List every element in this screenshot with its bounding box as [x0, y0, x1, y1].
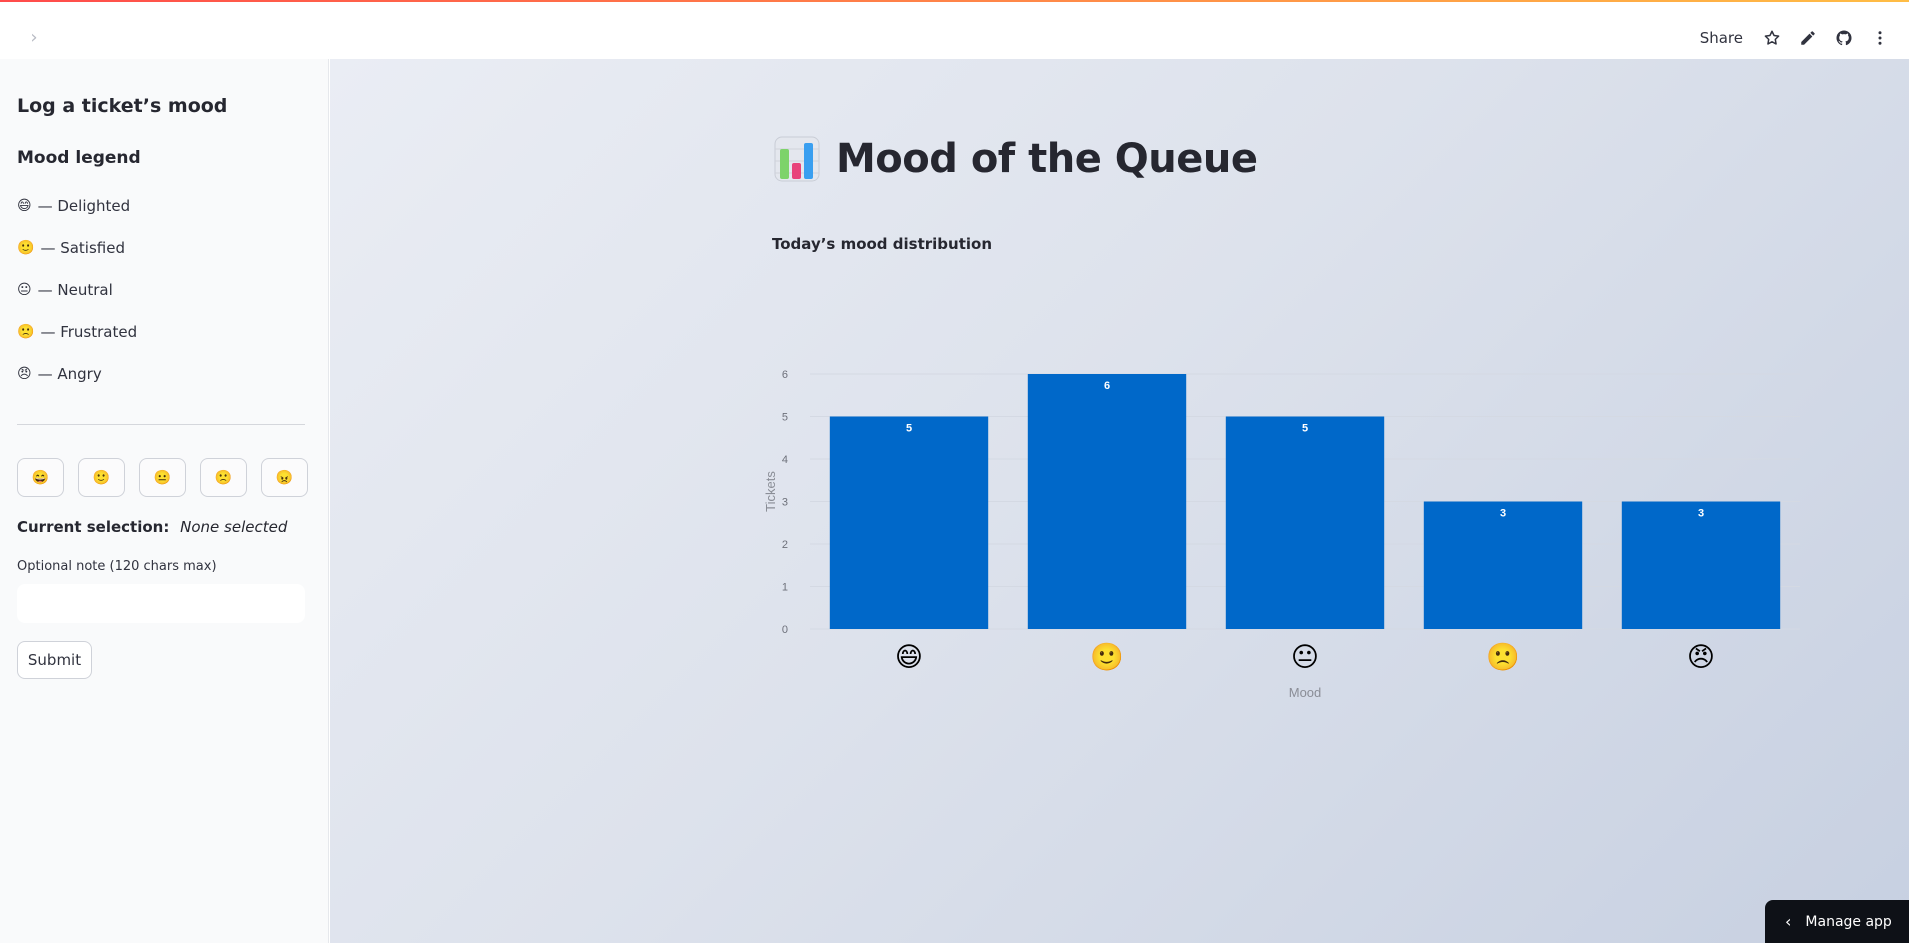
- chart-bar: [829, 416, 989, 629]
- y-tick-label: 4: [782, 454, 788, 466]
- legend-label: — Frustrated: [40, 323, 138, 341]
- bar-data-label: 6: [1104, 380, 1110, 392]
- y-tick-label: 2: [782, 539, 788, 551]
- main-content: Mood of the Queue Today’s mood distribut…: [330, 59, 1909, 943]
- legend-item-frustrated: 🙁 — Frustrated: [17, 311, 137, 353]
- bar-data-label: 3: [1698, 508, 1704, 520]
- current-selection-value: None selected: [180, 518, 288, 536]
- angry-emoji-icon: 😠: [17, 366, 32, 382]
- chart-bar: [1225, 416, 1385, 629]
- mood-legend-list: 😄 — Delighted 🙂 — Satisfied 😐 — Neutral …: [17, 185, 137, 395]
- current-selection: Current selection: None selected: [17, 518, 287, 536]
- chart-bar: [1027, 374, 1187, 629]
- chart-bars: [829, 374, 1781, 629]
- page-title-text: Mood of the Queue: [836, 136, 1258, 182]
- x-axis-title: Mood: [1289, 685, 1322, 699]
- mood-legend-title: Mood legend: [17, 148, 141, 168]
- bar-data-label: 5: [906, 423, 912, 435]
- more-vertical-icon[interactable]: [1869, 27, 1891, 49]
- x-axis-ticks: 😄 🙂 😐 🙁 😠: [895, 642, 1715, 673]
- header-actions: Share: [1700, 24, 1891, 52]
- legend-label: — Neutral: [37, 281, 113, 299]
- submit-button[interactable]: Submit: [17, 641, 92, 679]
- sidebar-title: Log a ticket’s mood: [17, 95, 228, 117]
- legend-item-angry: 😠 — Angry: [17, 353, 137, 395]
- x-tick-label: 😠: [1687, 642, 1715, 673]
- chart-bar: [1621, 501, 1781, 629]
- bar-data-label: 3: [1500, 508, 1506, 520]
- y-axis-title: Tickets: [763, 471, 778, 512]
- y-tick-label: 1: [782, 582, 788, 594]
- chart-subtitle: Today’s mood distribution: [772, 235, 992, 253]
- mood-button-delighted[interactable]: 😄: [17, 458, 64, 497]
- app-header: › Share: [0, 2, 1909, 59]
- y-axis-ticks: 0 1 2 3 4 5 6: [782, 369, 788, 636]
- sidebar-expand-chevron-icon[interactable]: ›: [30, 27, 38, 48]
- mood-button-frustrated[interactable]: 🙁: [200, 458, 247, 497]
- legend-item-satisfied: 🙂 — Satisfied: [17, 227, 137, 269]
- x-tick-label: 🙁: [1486, 642, 1520, 673]
- x-tick-label: 😐: [1291, 642, 1319, 673]
- x-tick-label: 🙂: [1090, 642, 1124, 673]
- manage-app-label: Manage app: [1805, 913, 1892, 930]
- delighted-emoji-icon: 😄: [17, 198, 32, 214]
- y-tick-label: 0: [782, 624, 788, 636]
- current-selection-label: Current selection:: [17, 518, 170, 536]
- manage-app-button[interactable]: ‹ Manage app: [1765, 900, 1909, 943]
- note-label: Optional note (120 chars max): [17, 559, 217, 574]
- chart-data-labels: 5 6 5 3 3: [906, 380, 1704, 520]
- frustrated-emoji-icon: 🙁: [17, 324, 35, 340]
- legend-label: — Delighted: [37, 197, 131, 215]
- legend-label: — Angry: [37, 365, 102, 383]
- mood-button-group: 😄 🙂 😐 🙁 😠: [17, 458, 308, 497]
- bar-data-label: 5: [1302, 423, 1308, 435]
- mood-button-neutral[interactable]: 😐: [139, 458, 186, 497]
- x-tick-label: 😄: [895, 642, 923, 673]
- y-tick-label: 6: [782, 369, 788, 381]
- legend-item-neutral: 😐 — Neutral: [17, 269, 137, 311]
- chart-bar: [1423, 501, 1583, 629]
- top-accent-bar: [0, 0, 1909, 2]
- y-tick-label: 3: [782, 497, 788, 509]
- bar-chart-emoji-icon: [774, 136, 820, 182]
- share-button[interactable]: Share: [1699, 29, 1743, 47]
- y-tick-label: 5: [782, 412, 788, 424]
- mood-bar-chart: 0 1 2 3 4 5 6 5 6 5 3 3 😄 🙂 😐 🙁 😠 Tickets Mood: [763, 369, 1800, 699]
- github-icon[interactable]: [1833, 27, 1855, 49]
- sidebar: Log a ticket’s mood Mood legend 😄 — Deli…: [0, 59, 329, 943]
- sidebar-divider: [17, 424, 305, 425]
- mood-button-angry[interactable]: 😠: [261, 458, 308, 497]
- satisfied-emoji-icon: 🙂: [17, 240, 35, 256]
- neutral-emoji-icon: 😐: [17, 282, 32, 298]
- chevron-left-icon: ‹: [1785, 912, 1792, 931]
- star-icon[interactable]: [1761, 27, 1783, 49]
- pencil-icon[interactable]: [1797, 27, 1819, 49]
- page-title: Mood of the Queue: [773, 129, 1258, 189]
- mood-button-satisfied[interactable]: 🙂: [78, 458, 125, 497]
- note-input[interactable]: [17, 584, 305, 623]
- legend-item-delighted: 😄 — Delighted: [17, 185, 137, 227]
- legend-label: — Satisfied: [40, 239, 125, 257]
